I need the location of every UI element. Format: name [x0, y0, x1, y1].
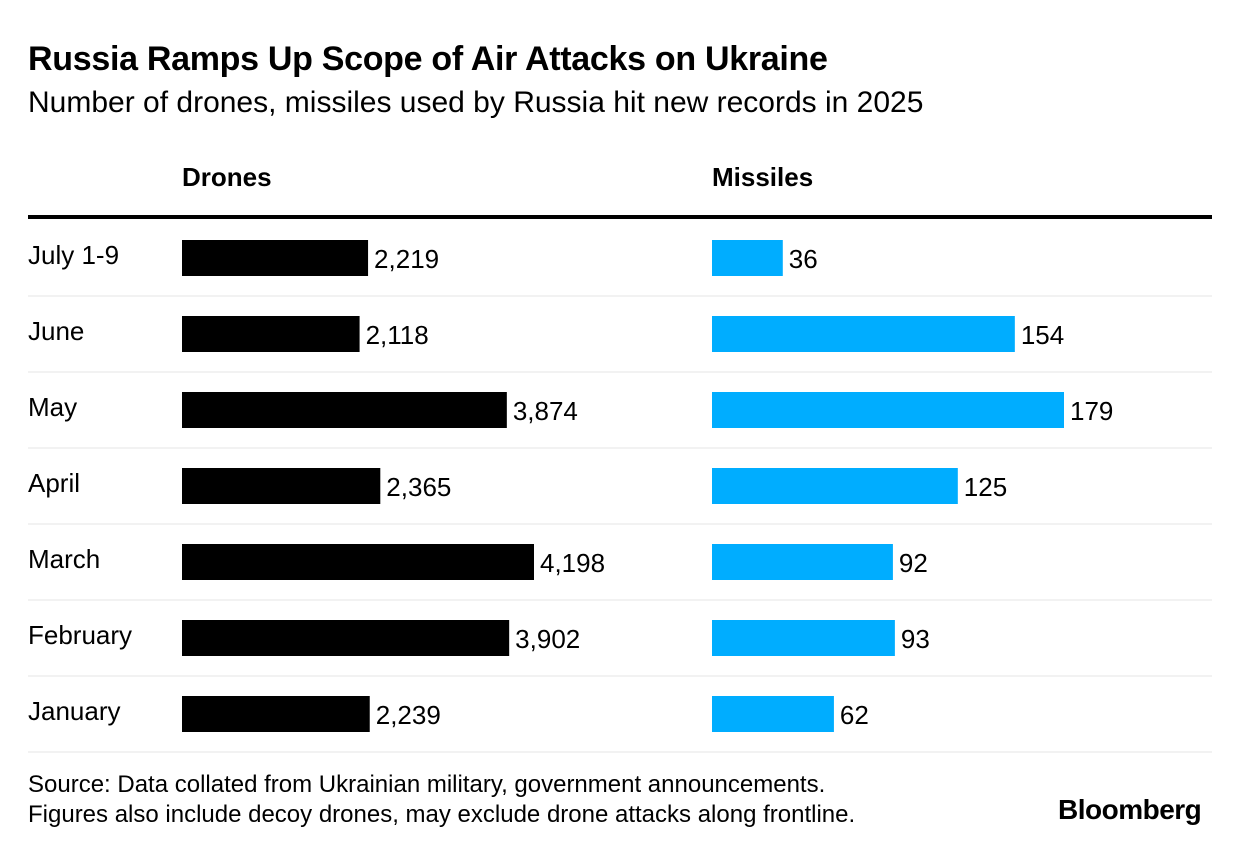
- bar-drones: [182, 468, 381, 504]
- data-label-missiles: 154: [1021, 320, 1064, 350]
- source-line-1: Source: Data collated from Ukrainian mil…: [28, 771, 826, 798]
- bar-drones: [182, 316, 360, 352]
- series-header-missiles: Missiles: [712, 162, 813, 192]
- bar-missiles: [712, 468, 958, 504]
- data-label-drones: 2,365: [386, 472, 451, 502]
- source-line-2: Figures also include decoy drones, may e…: [28, 801, 856, 828]
- data-label-drones: 2,219: [374, 244, 439, 274]
- bar-drones: [182, 392, 507, 428]
- bar-drones: [182, 620, 510, 656]
- bar-missiles: [712, 544, 893, 580]
- bar-drones: [182, 544, 534, 580]
- category-label: January: [28, 696, 121, 726]
- source-note: Source: Data collated from Ukrainian mil…: [28, 770, 855, 830]
- data-label-missiles: 179: [1070, 396, 1113, 426]
- data-label-missiles: 62: [840, 700, 869, 730]
- category-label: May: [28, 392, 77, 422]
- bar-missiles: [712, 316, 1015, 352]
- category-label: April: [28, 468, 80, 498]
- data-label-drones: 3,874: [513, 396, 578, 426]
- category-label: June: [28, 316, 84, 346]
- bloomberg-logo: Bloomberg: [1058, 794, 1202, 825]
- data-label-drones: 3,902: [515, 624, 580, 654]
- data-label-missiles: 93: [901, 624, 930, 654]
- bar-missiles: [712, 620, 895, 656]
- data-label-missiles: 92: [899, 548, 928, 578]
- data-label-drones: 4,198: [540, 548, 605, 578]
- category-label: March: [28, 544, 100, 574]
- data-label-missiles: 36: [789, 244, 818, 274]
- chart-title: Russia Ramps Up Scope of Air Attacks on …: [28, 40, 828, 78]
- bar-missiles: [712, 392, 1064, 428]
- series-header-drones: Drones: [182, 162, 272, 192]
- category-label: July 1-9: [28, 240, 119, 270]
- category-label: February: [28, 620, 132, 650]
- data-label-drones: 2,239: [376, 700, 441, 730]
- data-label-missiles: 125: [964, 472, 1007, 502]
- data-label-drones: 2,118: [366, 320, 429, 350]
- chart-subtitle: Number of drones, missiles used by Russi…: [28, 86, 924, 119]
- bar-missiles: [712, 240, 783, 276]
- bar-drones: [182, 696, 370, 732]
- bar-missiles: [712, 696, 834, 732]
- bar-drones: [182, 240, 369, 276]
